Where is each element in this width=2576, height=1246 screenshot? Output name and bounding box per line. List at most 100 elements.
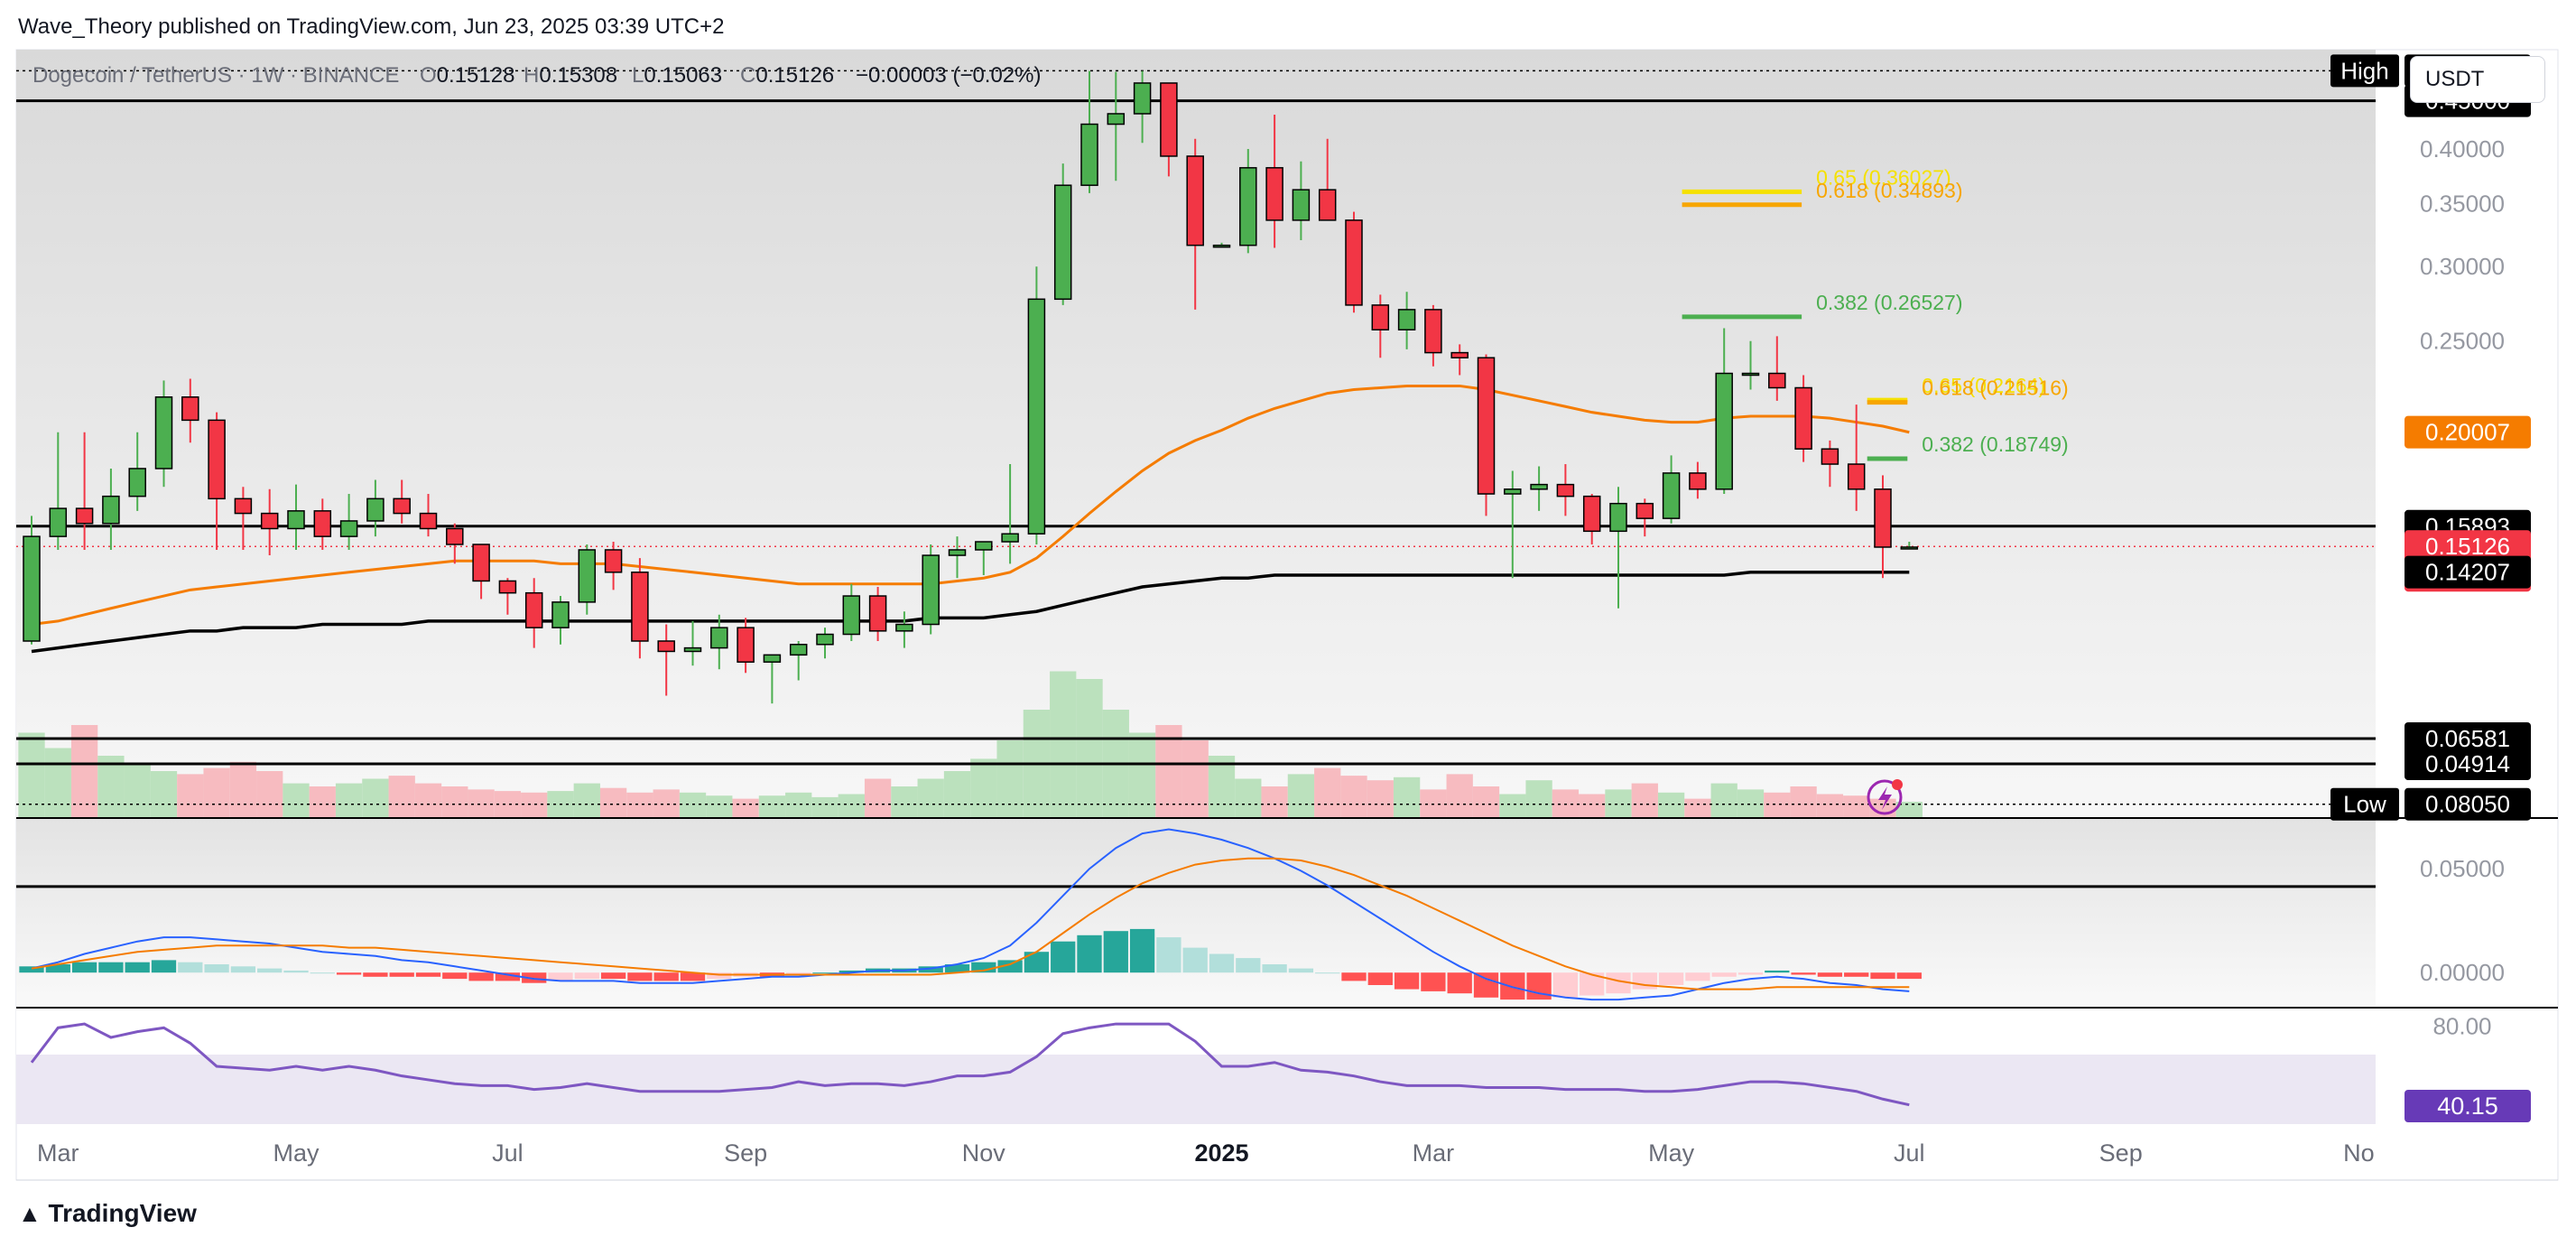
- fib-label: 0.382 (0.26527): [1816, 291, 1962, 314]
- candle[interactable]: [1345, 211, 1363, 313]
- price-axis-tag[interactable]: 0.14207: [2405, 555, 2531, 589]
- macd-histogram-bar: [204, 964, 229, 973]
- candle[interactable]: [1027, 266, 1046, 544]
- candle[interactable]: [472, 544, 490, 600]
- candle[interactable]: [657, 624, 675, 696]
- candle[interactable]: [710, 614, 728, 670]
- candle[interactable]: [260, 488, 279, 556]
- candle[interactable]: [1265, 115, 1283, 248]
- price-axis-tag[interactable]: 0.08050 Low: [2330, 787, 2531, 821]
- candle[interactable]: [895, 611, 913, 648]
- candle[interactable]: [1001, 464, 1019, 564]
- candle[interactable]: [339, 494, 358, 550]
- candle[interactable]: [208, 412, 226, 550]
- candle[interactable]: [1292, 161, 1311, 240]
- candle[interactable]: [102, 468, 120, 550]
- candle[interactable]: [1318, 138, 1337, 221]
- macd-histogram-bar: [1077, 934, 1102, 973]
- volume-bar: [917, 778, 944, 817]
- candle[interactable]: [975, 541, 993, 575]
- macd-histogram-bar: [151, 960, 177, 973]
- tradingview-logo[interactable]: ▲ TradingView: [18, 1199, 197, 1228]
- candle[interactable]: [393, 479, 411, 524]
- macd-histogram-bar: [1500, 972, 1525, 1000]
- candle[interactable]: [1424, 304, 1442, 367]
- candle[interactable]: [1741, 340, 1760, 390]
- candle[interactable]: [1504, 470, 1522, 579]
- candle[interactable]: [287, 484, 305, 550]
- candle[interactable]: [1133, 70, 1152, 144]
- candle[interactable]: [1662, 455, 1681, 524]
- candle[interactable]: [737, 618, 755, 674]
- candle[interactable]: [1874, 475, 1892, 579]
- candle[interactable]: [313, 498, 332, 550]
- candle[interactable]: [1609, 487, 1627, 609]
- candle[interactable]: [683, 620, 702, 666]
- candle[interactable]: [1900, 542, 1919, 550]
- candle[interactable]: [1186, 138, 1204, 310]
- candle[interactable]: [1397, 292, 1416, 349]
- candle[interactable]: [1450, 344, 1469, 376]
- alert-icon[interactable]: [1867, 779, 1903, 815]
- candle[interactable]: [419, 494, 438, 537]
- candle[interactable]: [1821, 440, 1839, 488]
- candle[interactable]: [1212, 242, 1231, 248]
- macd-pane-background: [16, 819, 2376, 1006]
- candle[interactable]: [578, 544, 597, 615]
- candle[interactable]: [816, 628, 834, 659]
- candle[interactable]: [1530, 466, 1548, 511]
- candle[interactable]: [763, 654, 782, 704]
- candle[interactable]: [1053, 163, 1072, 305]
- volume-bar: [335, 783, 363, 817]
- currency-button[interactable]: USDT: [2410, 56, 2545, 103]
- candle[interactable]: [842, 583, 861, 641]
- candle[interactable]: [868, 587, 887, 641]
- candle[interactable]: [524, 578, 543, 648]
- candle[interactable]: [604, 542, 623, 590]
- candle[interactable]: [1239, 148, 1257, 254]
- candle[interactable]: [1160, 82, 1178, 177]
- candle[interactable]: [1768, 336, 1786, 401]
- price-axis-tag[interactable]: 0.20007: [2405, 415, 2531, 449]
- candle[interactable]: [789, 640, 808, 681]
- candle[interactable]: [181, 378, 199, 443]
- candle[interactable]: [1556, 464, 1575, 516]
- candle[interactable]: [1107, 71, 1126, 181]
- candle[interactable]: [1715, 328, 1733, 495]
- macd-histogram-bar: [178, 962, 203, 973]
- price-tick-label: 0.35000: [2420, 190, 2505, 217]
- price-axis-tag[interactable]: 0.04914: [2405, 748, 2531, 780]
- candle[interactable]: [922, 544, 940, 635]
- candle[interactable]: [1689, 461, 1707, 499]
- time-axis[interactable]: Mar May Jul Sep Nov 2025 Mar May Jul Sep No: [37, 1139, 2375, 1167]
- candle[interactable]: [1080, 70, 1098, 193]
- candle[interactable]: [1635, 498, 1654, 537]
- candle[interactable]: [23, 516, 41, 645]
- candle[interactable]: [1371, 294, 1390, 358]
- candle[interactable]: [948, 536, 967, 579]
- candle[interactable]: [1582, 494, 1601, 544]
- candle[interactable]: [1847, 404, 1866, 511]
- candle[interactable]: [234, 487, 253, 550]
- candle[interactable]: [128, 432, 146, 511]
- candle[interactable]: [631, 558, 649, 659]
- candle[interactable]: [154, 380, 173, 488]
- rsi-band: [16, 1055, 2376, 1124]
- candle[interactable]: [1477, 354, 1496, 516]
- candle[interactable]: [446, 523, 464, 564]
- candle[interactable]: [75, 432, 94, 550]
- candles[interactable]: [23, 70, 1919, 704]
- volume-bar: [1472, 786, 1500, 817]
- volume-bar: [1076, 679, 1103, 817]
- svg-text:0.15126: 0.15126: [2425, 533, 2510, 560]
- candle[interactable]: [551, 596, 570, 645]
- volume-bar: [1155, 725, 1182, 817]
- macd-histogram-bar: [71, 962, 97, 973]
- candle[interactable]: [49, 432, 68, 550]
- candle[interactable]: [366, 479, 385, 537]
- candle[interactable]: [498, 578, 517, 615]
- candle[interactable]: [1794, 375, 1812, 462]
- macd-histogram-bar: [971, 962, 996, 973]
- symbol-title[interactable]: Dogecoin / TetherUS · 1W · BINANCE: [32, 63, 400, 88]
